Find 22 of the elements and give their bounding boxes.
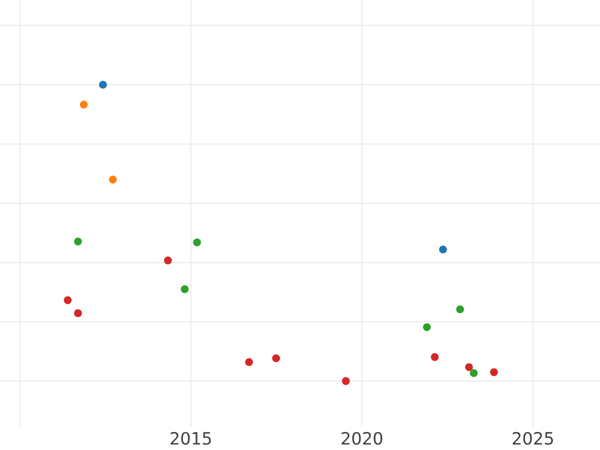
- point: [465, 363, 473, 372]
- point: [430, 353, 439, 362]
- point: [245, 358, 253, 366]
- x-tick-label: 2015: [170, 432, 211, 445]
- point: [74, 309, 82, 318]
- point: [439, 246, 447, 254]
- point: [490, 368, 498, 376]
- point: [422, 323, 431, 332]
- point: [108, 176, 117, 184]
- point: [342, 377, 350, 386]
- point: [74, 238, 82, 246]
- x-tick-label: 2025: [512, 432, 553, 445]
- point: [180, 285, 189, 294]
- point: [193, 238, 201, 246]
- point: [164, 256, 172, 264]
- point: [456, 305, 464, 314]
- point: [470, 369, 478, 378]
- point: [64, 296, 72, 304]
- point: [272, 354, 280, 362]
- point: [80, 100, 88, 109]
- x-tick-label: 2020: [342, 432, 382, 445]
- point: [99, 80, 107, 89]
